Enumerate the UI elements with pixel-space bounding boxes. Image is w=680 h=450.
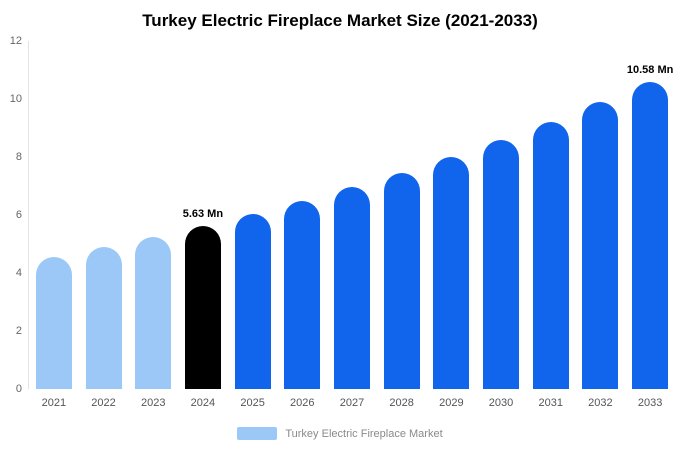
bar-column: 2023 xyxy=(128,41,178,409)
bar-column: 2028 xyxy=(377,41,427,409)
bar xyxy=(383,172,420,389)
bar-area: 10.58 Mn xyxy=(627,41,673,389)
bar-column: 2029 xyxy=(427,41,477,409)
x-axis-label: 2027 xyxy=(339,397,365,409)
y-axis-tick: 10 xyxy=(9,93,22,105)
bar-column: 2022 xyxy=(79,41,129,409)
chart-title: Turkey Electric Fireplace Market Size (2… xyxy=(142,11,538,30)
bar xyxy=(35,256,72,389)
bar xyxy=(284,201,321,389)
x-axis-label: 2031 xyxy=(538,397,563,409)
y-axis-tick: 6 xyxy=(15,209,22,221)
bar-area xyxy=(582,41,619,389)
x-axis-label: 2026 xyxy=(290,397,315,409)
bar xyxy=(135,236,172,389)
bar xyxy=(483,139,520,389)
y-axis-tick: 12 xyxy=(9,35,22,47)
bar xyxy=(234,213,271,389)
x-axis-label: 2032 xyxy=(588,397,613,409)
bar-area xyxy=(532,41,569,389)
x-axis-label: 2029 xyxy=(439,397,464,409)
bar-column: 5.63 Mn 2024 xyxy=(178,41,228,409)
y-axis-tick: 0 xyxy=(15,383,22,395)
bar xyxy=(532,121,569,389)
legend: Turkey Electric Fireplace Market xyxy=(0,427,680,440)
x-axis-label: 2024 xyxy=(190,397,216,409)
bar-area xyxy=(135,41,172,389)
bar xyxy=(632,82,669,389)
bar-column: 2032 xyxy=(576,41,626,409)
y-axis: 0 2 4 6 8 10 12 xyxy=(0,35,26,395)
bar xyxy=(582,102,619,389)
bar-area xyxy=(85,41,122,389)
plot-area: 2021 2022 2023 5.63 Mn 2024 2025 2026 2027 2028 2… xyxy=(29,41,675,409)
bar-area xyxy=(433,41,470,389)
bar xyxy=(184,225,221,389)
y-axis-tick: 2 xyxy=(15,325,22,337)
bar-area: 5.63 Mn xyxy=(183,41,223,389)
legend-label: Turkey Electric Fireplace Market xyxy=(285,427,443,440)
bar xyxy=(433,157,470,389)
bar-column: 2030 xyxy=(476,41,526,409)
bar-area xyxy=(35,41,72,389)
bar-area xyxy=(333,41,370,389)
x-axis-label: 2021 xyxy=(41,397,67,409)
legend-swatch xyxy=(237,427,278,440)
bar xyxy=(85,247,122,389)
bar-area xyxy=(483,41,520,389)
x-axis-label: 2030 xyxy=(488,397,514,409)
x-axis-label: 2025 xyxy=(240,397,265,409)
bar-column: 2027 xyxy=(327,41,377,409)
y-axis-tick: 8 xyxy=(15,151,22,163)
bar-value-label: 5.63 Mn xyxy=(182,207,224,220)
bar-column: 2026 xyxy=(277,41,327,409)
bar-value-label: 10.58 Mn xyxy=(626,64,674,77)
y-axis-line xyxy=(28,41,29,389)
bar-column: 2021 xyxy=(29,41,79,409)
x-axis-label: 2022 xyxy=(91,397,116,409)
x-axis-label: 2033 xyxy=(637,397,663,409)
bar-column: 2031 xyxy=(526,41,576,409)
bar-area xyxy=(234,41,271,389)
bar-column: 10.58 Mn 2033 xyxy=(625,41,675,409)
bar-area xyxy=(284,41,321,389)
bar xyxy=(333,187,370,389)
x-axis-label: 2028 xyxy=(389,397,414,409)
bar-area xyxy=(383,41,420,389)
y-axis-tick: 4 xyxy=(15,267,22,279)
x-axis-label: 2023 xyxy=(140,397,166,409)
bar-column: 2025 xyxy=(228,41,278,409)
